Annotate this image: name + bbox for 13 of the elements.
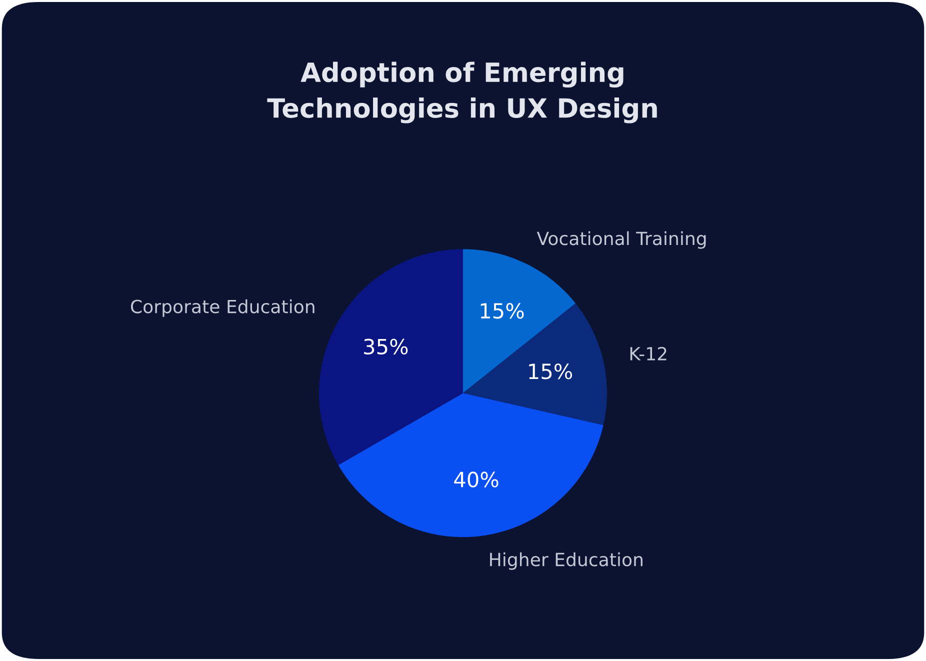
slice-label: Corporate Education <box>130 299 314 317</box>
data-label: 35% <box>364 338 408 355</box>
pie-slice <box>463 303 607 426</box>
data-label: 15% <box>529 364 572 380</box>
data-label: 40% <box>454 472 498 488</box>
slice-label: Higher Education <box>490 552 642 570</box>
chart-title: Adoption of Emerging Technologies in UX Design <box>267 62 657 124</box>
pie-slice <box>319 249 463 466</box>
data-label: 15% <box>480 302 524 319</box>
slice-label: K-12 <box>630 346 666 360</box>
slice-label: Vocational Training <box>536 231 706 249</box>
pie-slice <box>463 249 576 394</box>
pie-slice <box>338 393 604 538</box>
